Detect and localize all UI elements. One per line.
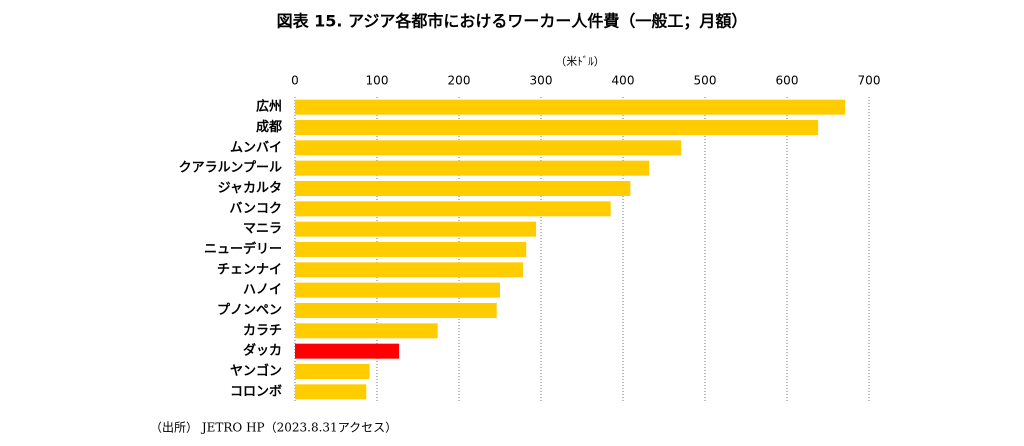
- category-label: チェンナイ: [217, 262, 282, 277]
- category-label: バンコク: [229, 201, 282, 216]
- x-tick-label: 600: [776, 74, 799, 88]
- bar: [295, 120, 819, 135]
- bar: [295, 343, 400, 359]
- unit-label: （米ﾄﾞﾙ）: [555, 55, 605, 68]
- category-label: ジャカルタ: [218, 181, 282, 196]
- bar: [295, 181, 631, 196]
- source-note: （出所） JETRO HP（2023.8.31アクセス）: [150, 421, 397, 435]
- x-tick-label: 400: [612, 74, 635, 88]
- bar: [295, 160, 650, 176]
- bar: [295, 262, 523, 278]
- category-label: コロンボ: [230, 383, 282, 399]
- x-tick-label: 300: [530, 74, 553, 88]
- bar: [295, 201, 611, 217]
- bar: [295, 323, 438, 339]
- bar: [295, 364, 370, 379]
- x-tick-label: 200: [448, 74, 471, 88]
- category-label: プノンペン: [217, 303, 282, 318]
- x-tick-label: 0: [291, 74, 299, 88]
- bar: [295, 221, 537, 237]
- category-label: ハノイ: [243, 283, 282, 298]
- category-label: ムンバイ: [230, 140, 282, 155]
- x-tick-label: 500: [694, 74, 717, 88]
- category-label: ダッカ: [243, 343, 282, 359]
- bar: [295, 384, 367, 400]
- bar: [295, 242, 527, 257]
- category-label: ヤンゴン: [230, 363, 282, 379]
- category-label: 広州: [256, 99, 282, 115]
- bar: [295, 99, 846, 115]
- category-label: ニューデリー: [204, 241, 282, 257]
- bar: [295, 282, 500, 298]
- category-label: マニラ: [243, 222, 282, 237]
- chart-title: 図表 15. アジア各都市におけるワーカー人件費（一般工；月額）: [277, 12, 748, 31]
- x-tick-label: 700: [858, 74, 881, 88]
- category-label: クアラルンプール: [179, 161, 282, 176]
- category-label: カラチ: [243, 323, 282, 338]
- x-tick-label: 100: [366, 74, 389, 88]
- bar: [295, 303, 497, 318]
- category-label: 成都: [256, 119, 282, 135]
- bar: [295, 140, 682, 156]
